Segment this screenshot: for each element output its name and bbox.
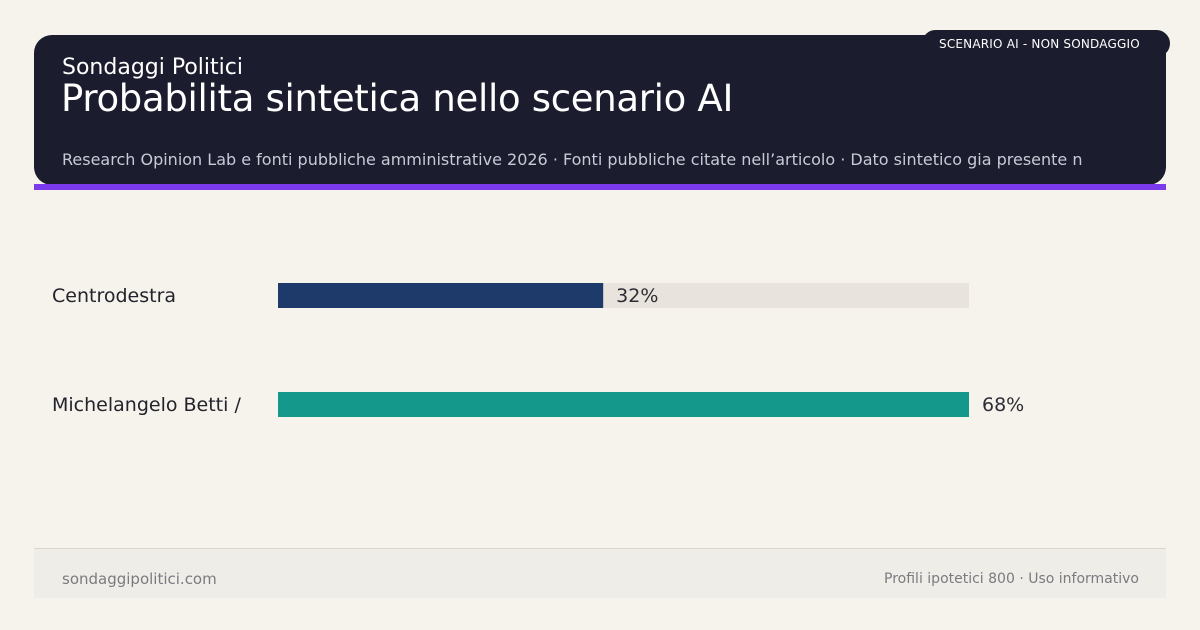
- value-label: 68%: [982, 394, 1024, 416]
- header-card: Sondaggi Politici Probabilita sintetica …: [34, 35, 1166, 185]
- chart-subtitle: Research Opinion Lab e fonti pubbliche a…: [62, 150, 1083, 169]
- value-label: 32%: [616, 285, 658, 307]
- footer-site: sondaggipolitici.com: [62, 570, 217, 588]
- footer-note: Profili ipotetici 800 · Uso informativo: [884, 571, 1139, 587]
- footer: sondaggipolitici.com Profili ipotetici 8…: [34, 548, 1166, 598]
- category-label: Michelangelo Betti /: [52, 394, 241, 416]
- header-accent-bar: [34, 184, 1166, 190]
- bar: [278, 283, 604, 308]
- category-label: Centrodestra: [52, 285, 176, 307]
- chart-title: Probabilita sintetica nello scenario AI: [61, 77, 734, 120]
- bar: [278, 392, 969, 417]
- scenario-badge: SCENARIO AI - NON SONDAGGIO: [922, 30, 1170, 57]
- brand-name: Sondaggi Politici: [62, 55, 243, 80]
